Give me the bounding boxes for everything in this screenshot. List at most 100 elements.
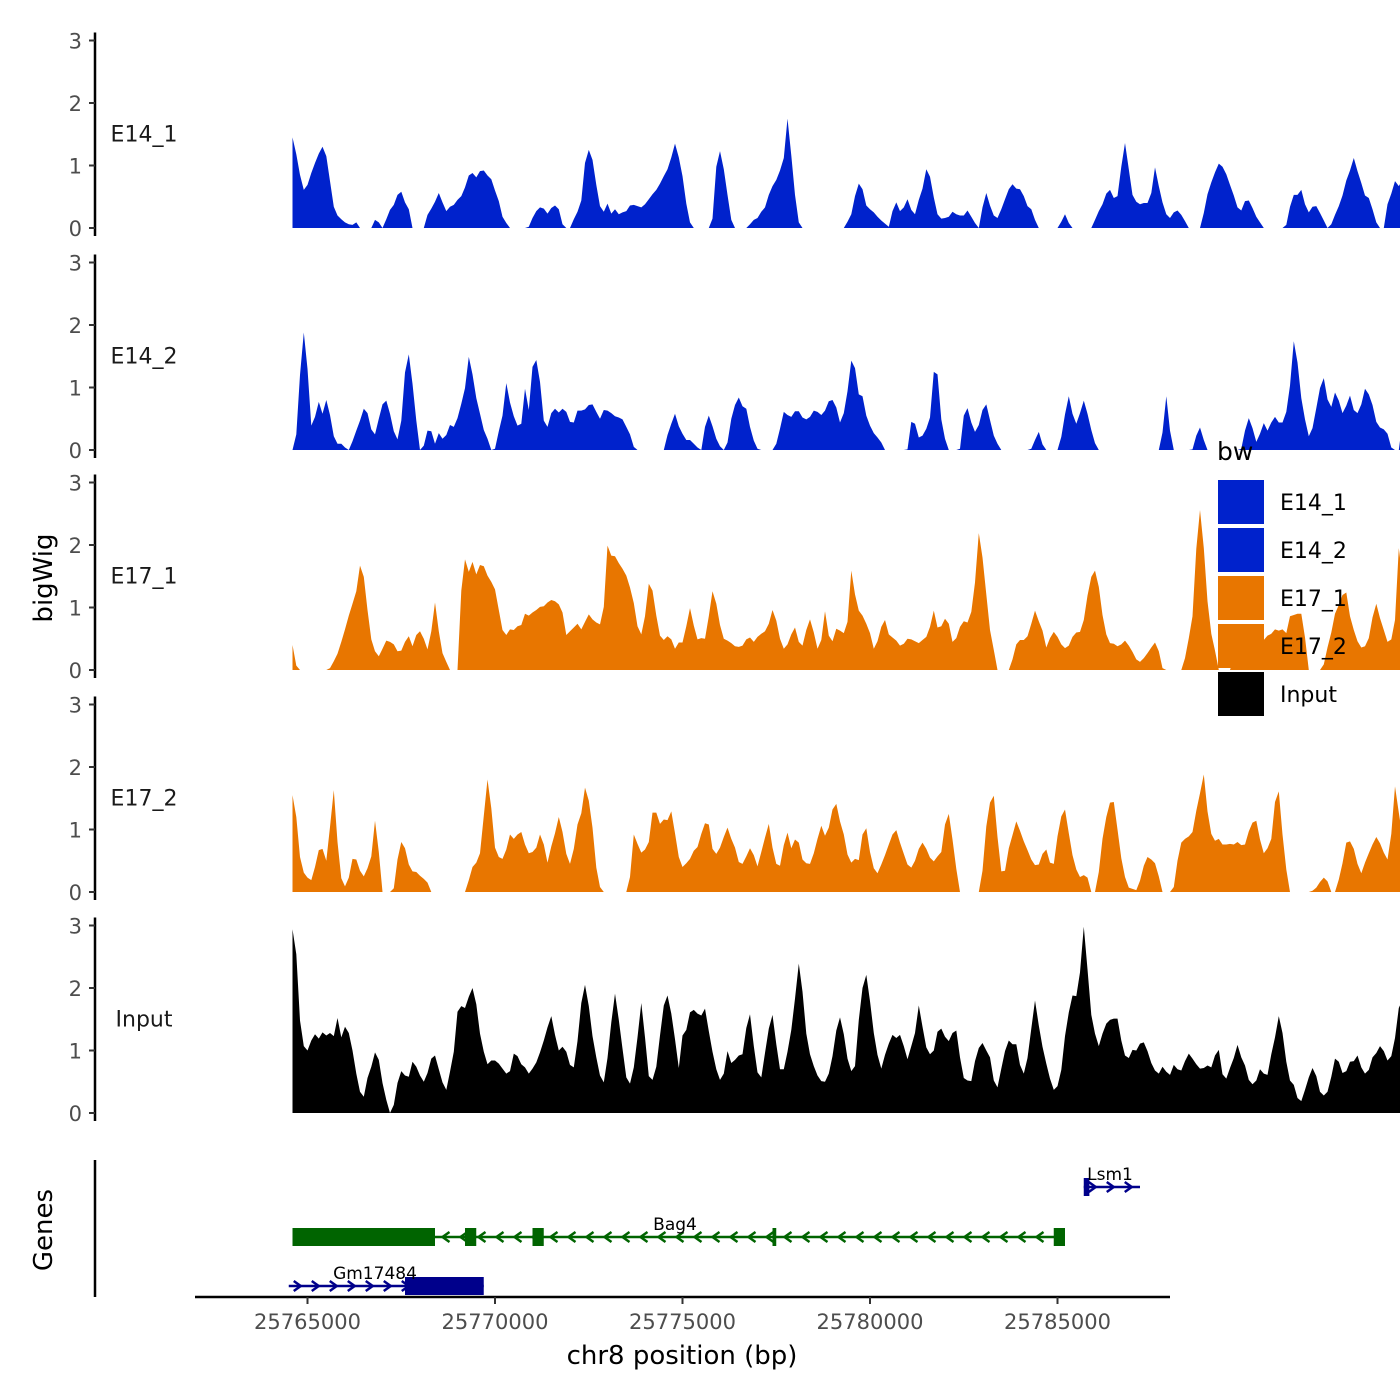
signal-area-E17_1	[292, 510, 1400, 670]
strand-arrow	[890, 1230, 901, 1244]
track-label: E14_1	[111, 122, 178, 147]
strand-arrow	[800, 1230, 811, 1244]
y-tick-label: 2	[69, 756, 82, 780]
genes-panel: Bag4 Gm17484 Lsm1	[93, 1160, 1140, 1297]
strand-arrow	[1088, 1180, 1098, 1194]
strand-arrow	[512, 1230, 523, 1244]
gene-Bag4: Bag4	[292, 1215, 1065, 1246]
legend-title: bw	[1217, 437, 1253, 466]
strand-arrow	[347, 1279, 357, 1293]
strand-arrow	[836, 1230, 847, 1244]
y-tick-label: 3	[69, 472, 82, 496]
x-axis: 25765000 25770000 25775000 25780000 25785000	[195, 1295, 1170, 1334]
y-tick-label: 0	[69, 1102, 82, 1126]
y-tick-label: 3	[69, 915, 82, 939]
strand-arrow	[872, 1230, 883, 1244]
y-axis-label: bigWig	[29, 533, 59, 622]
track-E14_2: 0 1 2 3 E14_2	[69, 252, 1400, 463]
strand-arrow	[548, 1230, 559, 1244]
track-E14_1: 0 1 2 3 E14_1	[69, 30, 1400, 241]
legend-entry-label: Input	[1280, 683, 1337, 708]
strand-arrow	[365, 1279, 375, 1293]
legend-entry-label: E14_2	[1280, 539, 1347, 564]
gene-label: Gm17484	[333, 1264, 417, 1284]
strand-arrow	[494, 1230, 505, 1244]
y-tick-label: 2	[69, 534, 82, 558]
x-tick-label: 25765000	[254, 1310, 361, 1334]
strand-arrow	[764, 1230, 775, 1244]
track-label: E17_1	[111, 564, 178, 589]
track-label: Input	[116, 1007, 173, 1032]
strand-arrow	[926, 1230, 937, 1244]
gene-exon	[1083, 1178, 1090, 1196]
strand-arrow	[728, 1230, 739, 1244]
signal-area-E14_2	[292, 332, 1400, 450]
legend-swatch-E17_2	[1218, 624, 1264, 668]
strand-arrow	[908, 1230, 919, 1244]
track-E17_1: 0 1 2 3 E17_1	[69, 472, 1400, 683]
strand-arrow	[944, 1230, 955, 1244]
strand-arrow	[1016, 1230, 1027, 1244]
y-tick-label: 0	[69, 881, 82, 905]
x-tick-label: 25785000	[1004, 1310, 1111, 1334]
strand-arrow	[584, 1230, 595, 1244]
gene-exon	[405, 1277, 484, 1295]
x-tick-label: 25770000	[442, 1310, 549, 1334]
track-Input: 0 1 2 3 Input	[69, 915, 1400, 1126]
signal-tracks: 0 1 2 3 E14_1 0 1 2 3 E14_2 0 1 2 3 E17_1 0 1 2 3 E17_2 0 1 2 3…	[69, 30, 1400, 1126]
x-axis-label: chr8 position (bp)	[567, 1341, 798, 1371]
strand-arrow	[854, 1230, 865, 1244]
strand-arrow	[1106, 1180, 1116, 1194]
strand-arrow	[1034, 1230, 1045, 1244]
strand-arrow	[674, 1230, 685, 1244]
legend-swatch-E17_1	[1218, 576, 1264, 620]
y-tick-label: 3	[69, 694, 82, 718]
y-tick-label: 0	[69, 439, 82, 463]
y-tick-label: 2	[69, 977, 82, 1001]
strand-arrow	[602, 1230, 613, 1244]
legend-entry-label: E14_1	[1280, 491, 1347, 516]
strand-arrow	[440, 1230, 451, 1244]
strand-arrow	[692, 1230, 703, 1244]
strand-arrow	[962, 1230, 973, 1244]
gene-exon	[772, 1228, 777, 1246]
genes-axis-label: Genes	[29, 1189, 59, 1271]
gene-label: Lsm1	[1087, 1165, 1133, 1185]
strand-arrow	[311, 1279, 321, 1293]
y-tick-label: 1	[69, 377, 82, 401]
strand-arrow	[980, 1230, 991, 1244]
gene-exon	[292, 1228, 435, 1246]
x-tick-label: 25780000	[817, 1310, 924, 1334]
y-tick-label: 1	[69, 597, 82, 621]
track-label: E14_2	[111, 344, 178, 369]
strand-arrow	[383, 1279, 393, 1293]
y-tick-label: 0	[69, 659, 82, 683]
strand-arrow	[1124, 1180, 1134, 1194]
x-tick-label: 25775000	[629, 1310, 736, 1334]
y-tick-label: 1	[69, 819, 82, 843]
legend-entry-label: E17_1	[1280, 587, 1347, 612]
y-tick-label: 3	[69, 252, 82, 276]
legend-swatch-E14_2	[1218, 528, 1264, 572]
strand-arrow	[656, 1230, 667, 1244]
y-tick-label: 2	[69, 92, 82, 116]
signal-area-E14_1	[292, 118, 1400, 228]
gene-exon	[1053, 1228, 1065, 1246]
strand-arrow	[293, 1279, 303, 1293]
y-tick-label: 3	[69, 30, 82, 54]
gene-Gm17484: Gm17484	[288, 1264, 484, 1295]
track-E17_2: 0 1 2 3 E17_2	[69, 694, 1400, 905]
y-tick-label: 1	[69, 155, 82, 179]
gene-label: Bag4	[653, 1215, 697, 1235]
gene-exon	[532, 1228, 544, 1246]
strand-arrow	[710, 1230, 721, 1244]
strand-arrow	[998, 1230, 1009, 1244]
track-label: E17_2	[111, 786, 178, 811]
legend-entry-label: E17_2	[1280, 635, 1347, 660]
strand-arrow	[746, 1230, 757, 1244]
strand-arrow	[818, 1230, 829, 1244]
legend: bw E14_1 E14_2 E17_1 E17_2 Input	[1217, 437, 1347, 716]
y-tick-label: 0	[69, 217, 82, 241]
strand-arrow	[782, 1230, 793, 1244]
